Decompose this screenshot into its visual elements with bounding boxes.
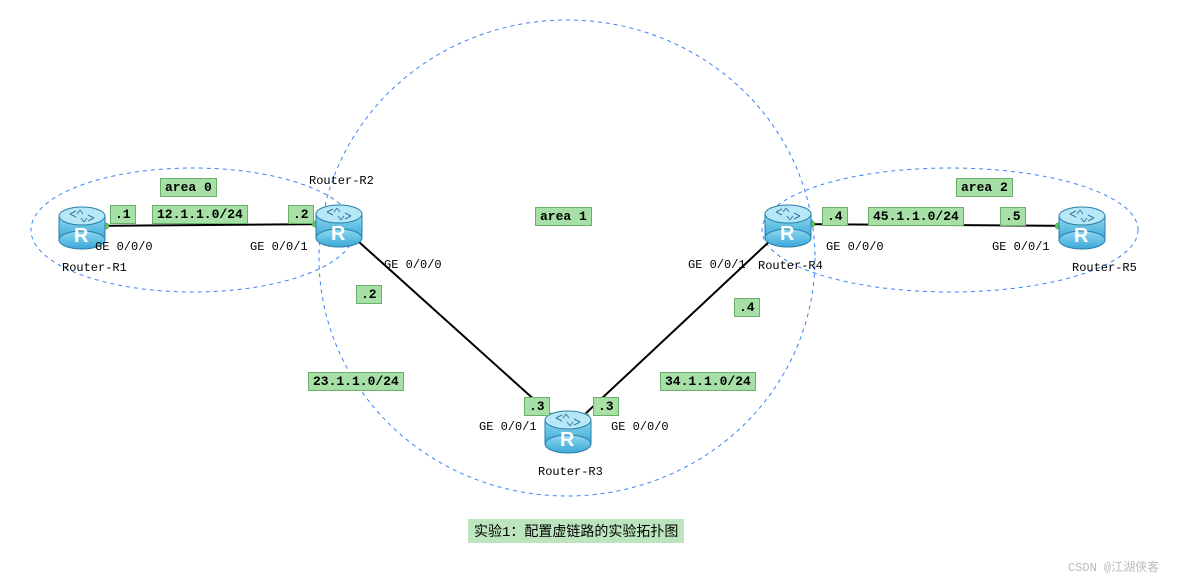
- ip-label-11: .4: [822, 207, 848, 226]
- svg-text:R: R: [331, 223, 346, 245]
- ip-label-3: .2: [288, 205, 314, 224]
- svg-text:R: R: [74, 225, 89, 247]
- ip-label-4: area 1: [535, 207, 592, 226]
- ip-label-8: .3: [593, 397, 619, 416]
- watermark: CSDN @江湖侠客: [1068, 558, 1159, 575]
- svg-text:R: R: [780, 223, 795, 245]
- router-r2: R: [316, 205, 362, 247]
- caption: 实验1：配置虚链路的实验拓扑图: [468, 519, 684, 543]
- iface-label-7: GE 0/0/1: [992, 240, 1050, 254]
- router-label-r2: Router-R2: [309, 174, 374, 188]
- router-label-r1: Router-R1: [62, 261, 127, 275]
- iface-label-0: GE 0/0/0: [95, 240, 153, 254]
- svg-text:R: R: [560, 429, 575, 451]
- link-r1-r2: [82, 224, 339, 226]
- ip-label-10: .4: [734, 298, 760, 317]
- ip-label-7: .3: [524, 397, 550, 416]
- ip-label-6: 23.1.1.0/24: [308, 372, 404, 391]
- ip-label-12: area 2: [956, 178, 1013, 197]
- ip-label-1: .1: [110, 205, 136, 224]
- iface-label-3: GE 0/0/1: [479, 420, 537, 434]
- router-label-r3: Router-R3: [538, 465, 603, 479]
- ip-label-0: area 0: [160, 178, 217, 197]
- ip-label-9: 34.1.1.0/24: [660, 372, 756, 391]
- iface-label-5: GE 0/0/1: [688, 258, 746, 272]
- ip-label-13: 45.1.1.0/24: [868, 207, 964, 226]
- router-r5: R: [1059, 207, 1105, 249]
- iface-label-4: GE 0/0/0: [611, 420, 669, 434]
- ip-label-14: .5: [1000, 207, 1026, 226]
- router-label-r5: Router-R5: [1072, 261, 1137, 275]
- iface-label-1: GE 0/0/1: [250, 240, 308, 254]
- router-r3: R: [545, 411, 591, 453]
- router-label-r4: Router-R4: [758, 259, 823, 273]
- ip-label-2: 12.1.1.0/24: [152, 205, 248, 224]
- iface-label-2: GE 0/0/0: [384, 258, 442, 272]
- ip-label-5: .2: [356, 285, 382, 304]
- iface-label-6: GE 0/0/0: [826, 240, 884, 254]
- router-r4: R: [765, 205, 811, 247]
- svg-text:R: R: [1074, 225, 1089, 247]
